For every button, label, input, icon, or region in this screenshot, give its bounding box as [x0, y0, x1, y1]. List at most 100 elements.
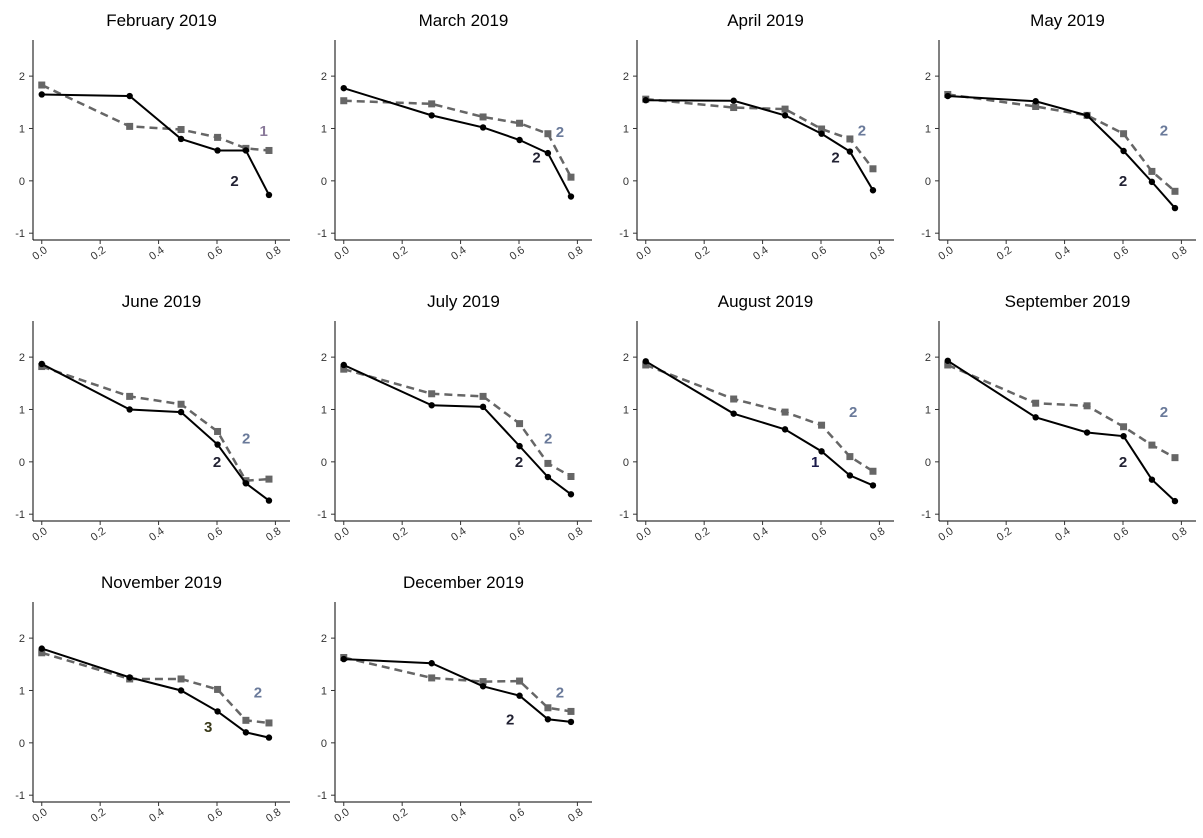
- point: [242, 729, 250, 736]
- annotation: 2: [1160, 123, 1168, 140]
- point: [265, 734, 273, 741]
- annotation: 2: [858, 123, 866, 140]
- series-line: [343, 364, 572, 496]
- point: [428, 390, 436, 398]
- point: [340, 97, 348, 105]
- annotation: 2: [1119, 173, 1127, 190]
- point: [177, 400, 185, 408]
- x-tick-label: 0.0: [634, 244, 653, 263]
- point: [567, 718, 575, 726]
- panel: February 2019 -1 0 1 2 0.0 0.2 0.4 0.6 0.8 1 2: [15, 11, 290, 263]
- series-line: [343, 367, 572, 478]
- x-tick-label: 0.2: [693, 244, 712, 263]
- y-tick-label: -1: [15, 228, 25, 240]
- point: [1171, 204, 1179, 212]
- annotation: 2: [849, 404, 857, 421]
- series-line: [947, 363, 1176, 459]
- point: [944, 357, 951, 364]
- point: [265, 191, 273, 199]
- point: [1148, 441, 1156, 449]
- point: [1120, 432, 1127, 440]
- y-tick-label: 1: [19, 123, 25, 135]
- point: [567, 491, 575, 498]
- point: [869, 187, 877, 194]
- point: [1032, 399, 1040, 407]
- y-tick-label: 0: [19, 738, 25, 750]
- y-tick-label: 0: [321, 457, 327, 469]
- x-tick-label: 0.8: [868, 244, 887, 263]
- series-line: [41, 651, 270, 725]
- point: [479, 403, 487, 411]
- point: [730, 410, 737, 417]
- annotation: 2: [1119, 454, 1127, 471]
- x-tick-label: 0.4: [1053, 244, 1072, 263]
- series-line: [645, 363, 874, 473]
- series-line: [343, 656, 572, 713]
- x-tick-label: 0.2: [693, 525, 712, 544]
- annotation: 2: [515, 454, 523, 471]
- x-tick-label: 0.6: [508, 806, 527, 825]
- x-tick-label: 0.2: [995, 525, 1014, 544]
- y-tick-label: -1: [921, 509, 931, 521]
- point: [242, 147, 250, 154]
- y-tick-label: 0: [623, 176, 629, 188]
- panel-title: March 2019: [419, 11, 509, 30]
- point: [567, 707, 575, 715]
- annotation: 1: [260, 123, 268, 140]
- point: [214, 708, 221, 715]
- point: [479, 113, 487, 121]
- point: [567, 193, 575, 200]
- point: [214, 147, 221, 154]
- point: [1032, 102, 1040, 110]
- point: [340, 365, 348, 373]
- point: [818, 125, 826, 133]
- point: [428, 100, 436, 108]
- series-line: [645, 360, 874, 487]
- y-tick-label: 0: [19, 457, 25, 469]
- point: [567, 173, 575, 181]
- point: [544, 130, 552, 138]
- point: [1120, 423, 1128, 431]
- point: [1083, 402, 1091, 410]
- point: [1148, 167, 1156, 175]
- point: [781, 426, 789, 433]
- point: [428, 674, 436, 682]
- y-tick-label: 1: [623, 404, 629, 416]
- panel: August 2019 -1 0 1 2 0.0 0.2 0.4 0.6 0.8 2 1: [619, 292, 894, 544]
- panel: May 2019 -1 0 1 2 0.0 0.2 0.4 0.6 0.8 2 2: [921, 11, 1196, 263]
- panel-title: June 2019: [122, 292, 201, 311]
- point: [1120, 147, 1127, 155]
- annotation: 3: [204, 719, 212, 736]
- x-tick-label: 0.4: [449, 525, 468, 544]
- series-line: [947, 359, 1176, 502]
- point: [869, 467, 877, 475]
- point: [38, 360, 45, 368]
- point: [869, 165, 877, 173]
- point: [177, 126, 185, 134]
- x-tick-label: 0.2: [391, 244, 410, 263]
- y-tick-label: 2: [19, 633, 25, 645]
- point: [177, 687, 185, 694]
- series-line: [41, 83, 270, 152]
- point: [265, 146, 273, 154]
- x-tick-label: 0.6: [206, 525, 225, 544]
- annotation: 2: [532, 149, 540, 166]
- point: [544, 704, 552, 712]
- x-tick-label: 0.8: [264, 525, 283, 544]
- point: [214, 441, 221, 448]
- point: [1171, 497, 1179, 505]
- point: [126, 674, 133, 681]
- y-tick-label: 1: [925, 123, 931, 135]
- point: [516, 136, 523, 144]
- x-tick-label: 0.6: [206, 244, 225, 263]
- x-tick-label: 0.4: [449, 806, 468, 825]
- y-tick-label: 1: [321, 404, 327, 416]
- x-tick-label: 0.0: [936, 244, 955, 263]
- point: [126, 122, 134, 130]
- point: [1083, 112, 1091, 119]
- point: [242, 480, 250, 487]
- point: [846, 453, 854, 461]
- point: [818, 421, 826, 429]
- annotation: 2: [556, 124, 564, 141]
